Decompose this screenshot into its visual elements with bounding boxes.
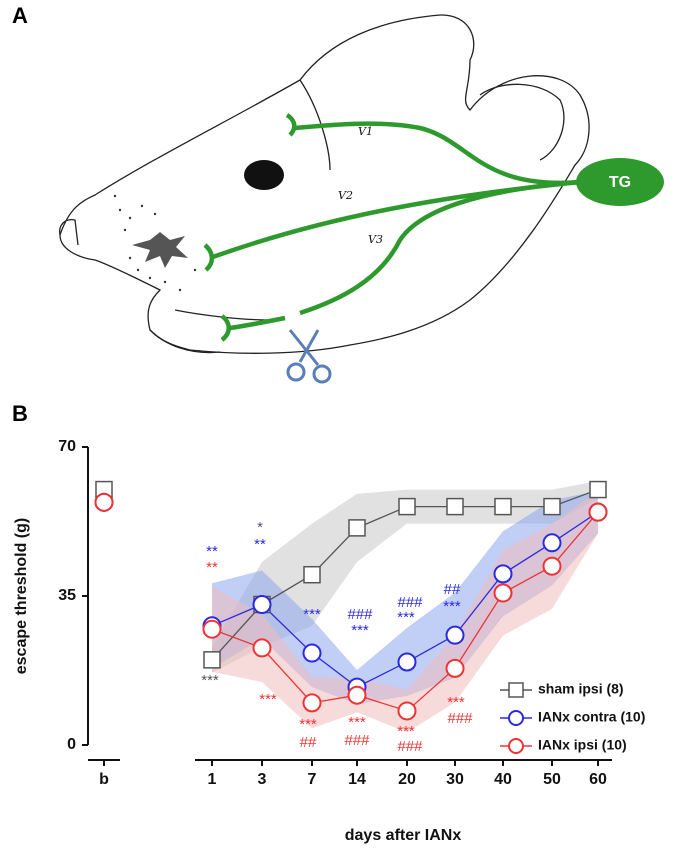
- significance-mark: ***: [351, 622, 369, 639]
- x-tick-label: 3: [258, 771, 267, 788]
- significance-mark: ***: [259, 691, 277, 708]
- nerves: [203, 113, 581, 342]
- x-axis-title: days after IANx: [345, 827, 462, 844]
- marker: [445, 625, 465, 645]
- x-tick-label: 50: [543, 771, 561, 788]
- marker: [302, 693, 322, 713]
- y-axis-title: escape threshold (g): [13, 518, 30, 674]
- significance-mark: **: [206, 543, 218, 560]
- marker: [398, 497, 416, 516]
- legend-marker: [508, 738, 524, 754]
- x-tick-label: 30: [446, 771, 464, 788]
- marker: [494, 497, 512, 516]
- marker: [588, 502, 608, 522]
- x-tick-label: 7: [308, 771, 317, 788]
- marker: [94, 492, 114, 512]
- marker: [542, 533, 562, 553]
- legend-marker: [508, 682, 524, 698]
- marker: [252, 595, 272, 615]
- rat-head-drawing: [59, 14, 590, 354]
- legend-label: IANx ipsi (10): [538, 737, 627, 753]
- panel-label: B: [12, 401, 28, 426]
- significance-mark: ***: [397, 723, 415, 740]
- x-tick-label: 60: [589, 771, 607, 788]
- significance-mark: ###: [447, 710, 473, 727]
- marker: [543, 497, 561, 516]
- significance-mark: ##: [300, 734, 317, 751]
- x-tick-label: 20: [398, 771, 416, 788]
- marker: [445, 658, 465, 678]
- significance-mark: ###: [397, 594, 423, 611]
- significance-mark: **: [254, 536, 266, 553]
- significance-mark: ***: [443, 598, 461, 615]
- marker: [542, 556, 562, 576]
- scissors: [286, 329, 332, 384]
- significance-mark: **: [206, 559, 218, 576]
- x-tick-label: 14: [348, 771, 366, 788]
- legend-label: IANx contra (10): [538, 709, 645, 725]
- marker: [202, 619, 222, 639]
- significance-mark: *: [257, 519, 263, 536]
- significance-mark: ***: [299, 716, 317, 733]
- marker: [302, 643, 322, 663]
- marker: [397, 701, 417, 721]
- y-tick-label: 0: [67, 736, 76, 753]
- x-tick-label: 40: [494, 771, 512, 788]
- marker: [446, 497, 464, 516]
- tg-label: TG: [609, 174, 631, 191]
- significance-mark: ###: [397, 738, 423, 755]
- error-band: [212, 490, 598, 733]
- branch-label: V1: [358, 125, 373, 138]
- x-tick-label: b: [99, 771, 109, 788]
- legend-marker: [508, 710, 524, 726]
- significance-mark: ***: [348, 714, 366, 731]
- tg-node: [576, 158, 664, 206]
- marker: [348, 519, 366, 537]
- marker: [589, 480, 607, 499]
- significance-mark: ##: [444, 581, 461, 598]
- marker: [203, 651, 221, 669]
- significance-mark: ###: [344, 732, 370, 749]
- y-tick-label: 35: [58, 587, 76, 604]
- marker: [397, 652, 417, 672]
- marker: [252, 638, 272, 658]
- marker: [493, 564, 513, 584]
- marker: [493, 583, 513, 603]
- legend-label: sham ipsi (8): [538, 681, 624, 697]
- marker: [347, 685, 367, 705]
- branch-label: V2: [338, 189, 353, 202]
- marker: [303, 565, 321, 584]
- x-tick-label: 1: [208, 771, 217, 788]
- significance-mark: ###: [347, 606, 373, 623]
- y-tick-label: 70: [58, 438, 76, 455]
- branch-label: V3: [368, 233, 383, 246]
- significance-mark: ***: [397, 609, 415, 626]
- significance-mark: ***: [201, 672, 219, 689]
- significance-mark: ***: [447, 694, 465, 711]
- significance-mark: ***: [303, 606, 321, 623]
- panel-label: A: [12, 3, 28, 28]
